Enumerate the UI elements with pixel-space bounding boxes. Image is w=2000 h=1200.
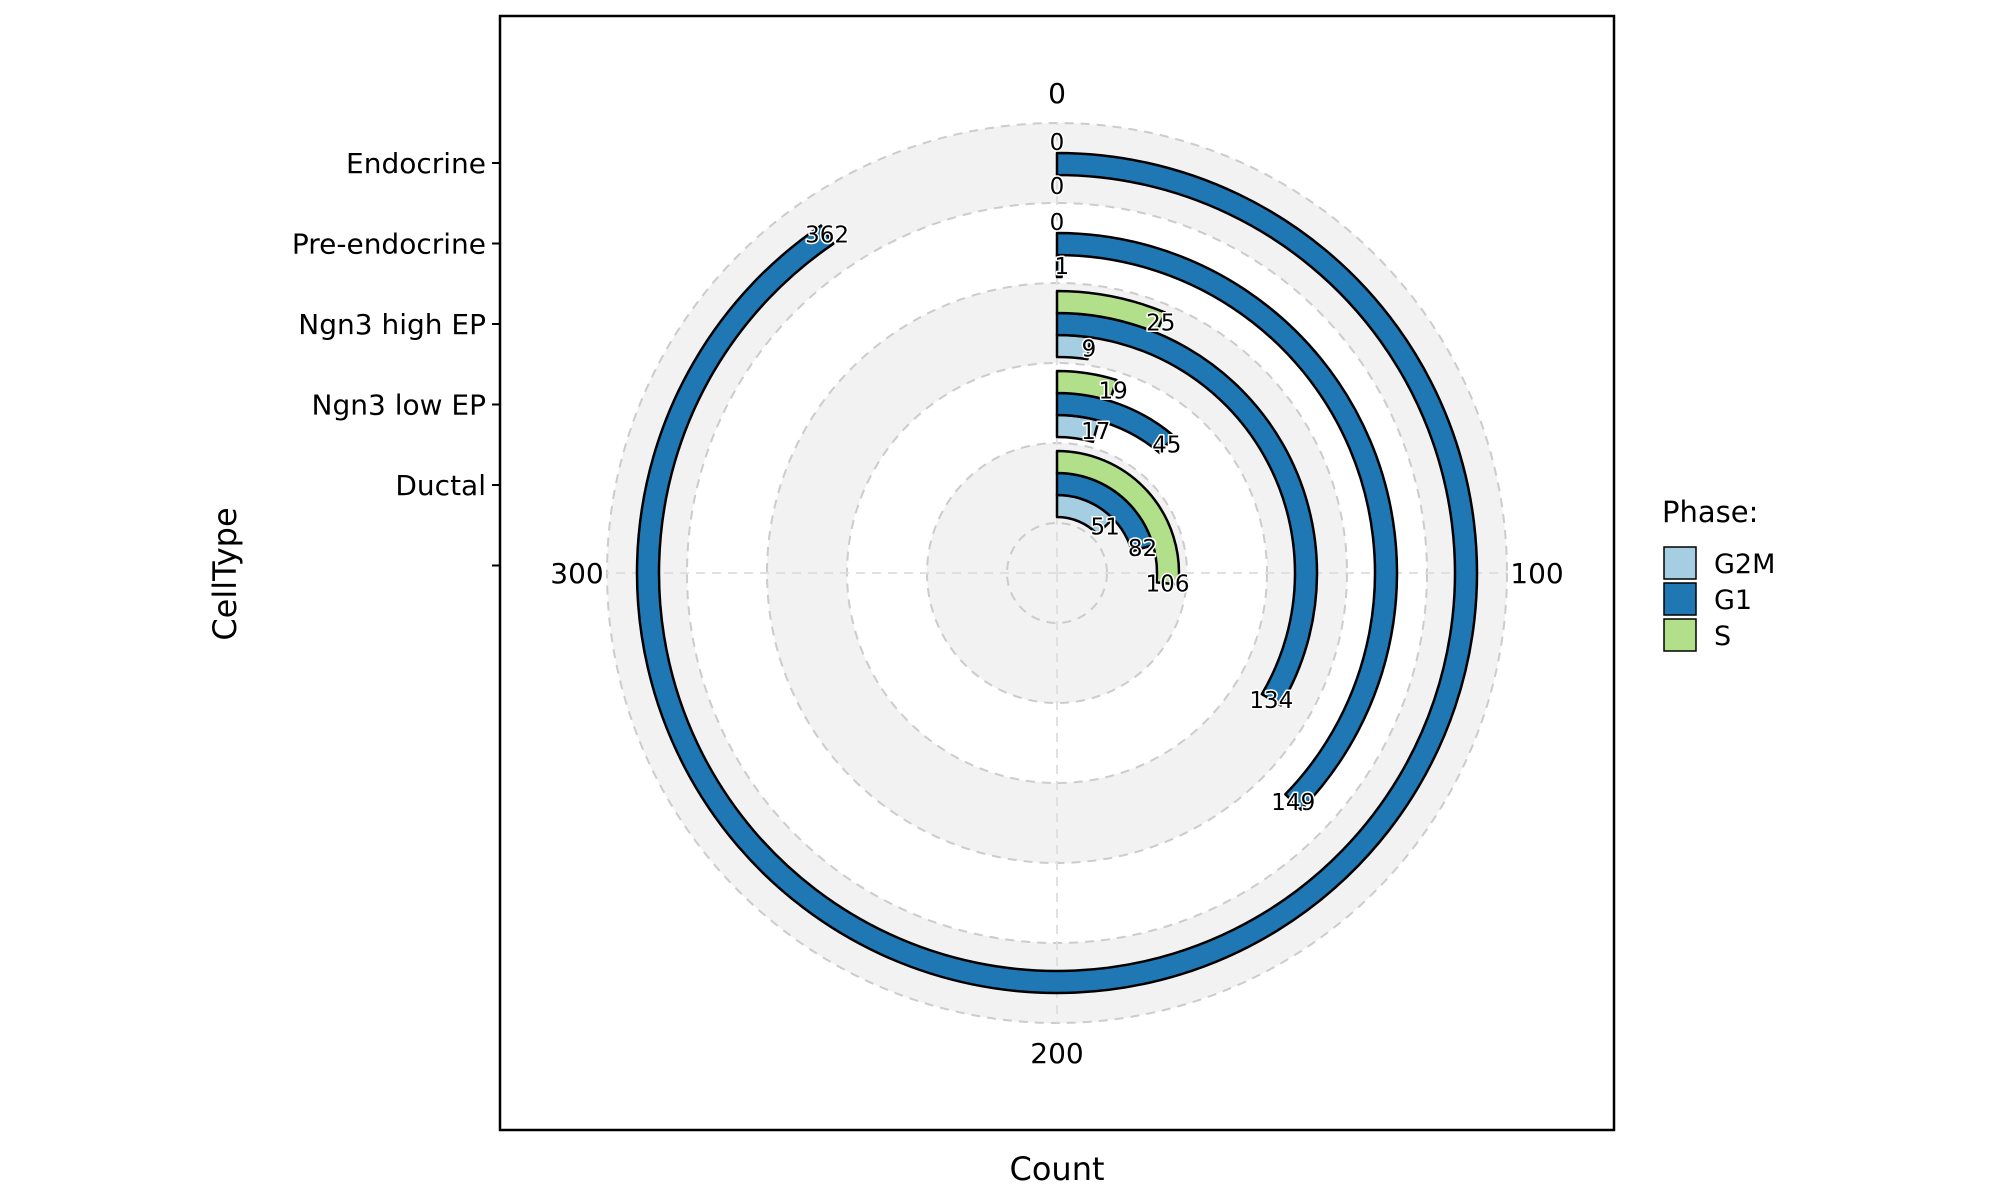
legend-title: Phase: xyxy=(1662,495,1758,529)
angular-tick-label: 300 xyxy=(550,557,603,590)
data-label: 106 xyxy=(1146,571,1190,597)
data-label: 17 xyxy=(1081,419,1110,445)
data-label: 1 xyxy=(1055,254,1070,280)
angular-tick-label: 200 xyxy=(1030,1037,1083,1070)
data-label: 149 xyxy=(1271,790,1315,816)
legend-label-g2m: G2M xyxy=(1714,549,1775,580)
y-tick-label: Ngn3 low EP xyxy=(312,389,486,422)
data-label: 0 xyxy=(1050,174,1065,200)
y-tick-label: Endocrine xyxy=(346,147,486,180)
y-tick-label: Ngn3 high EP xyxy=(298,308,486,341)
legend-swatch-s xyxy=(1664,619,1696,651)
y-tick-label: Pre-endocrine xyxy=(292,228,486,261)
y-axis-title: CellType xyxy=(206,507,244,640)
data-label: 134 xyxy=(1249,688,1293,714)
legend-label-g1: G1 xyxy=(1714,585,1752,616)
data-label: 82 xyxy=(1128,536,1157,562)
x-axis-title: Count xyxy=(1009,1150,1104,1188)
data-label: 51 xyxy=(1090,514,1119,540)
data-label: 0 xyxy=(1050,210,1065,236)
angular-tick-label: 100 xyxy=(1510,557,1563,590)
data-label: 362 xyxy=(805,223,849,249)
data-label: 9 xyxy=(1082,336,1097,362)
legend-swatch-g2m xyxy=(1664,547,1696,579)
y-tick-label: Ductal xyxy=(395,469,486,502)
angular-tick-label: 0 xyxy=(1048,77,1066,110)
data-label: 45 xyxy=(1152,432,1181,458)
legend-label-s: S xyxy=(1714,621,1731,652)
legend-swatch-g1 xyxy=(1664,583,1696,615)
data-label: 19 xyxy=(1099,378,1128,404)
data-label: 0 xyxy=(1050,130,1065,156)
data-label: 25 xyxy=(1146,311,1175,337)
